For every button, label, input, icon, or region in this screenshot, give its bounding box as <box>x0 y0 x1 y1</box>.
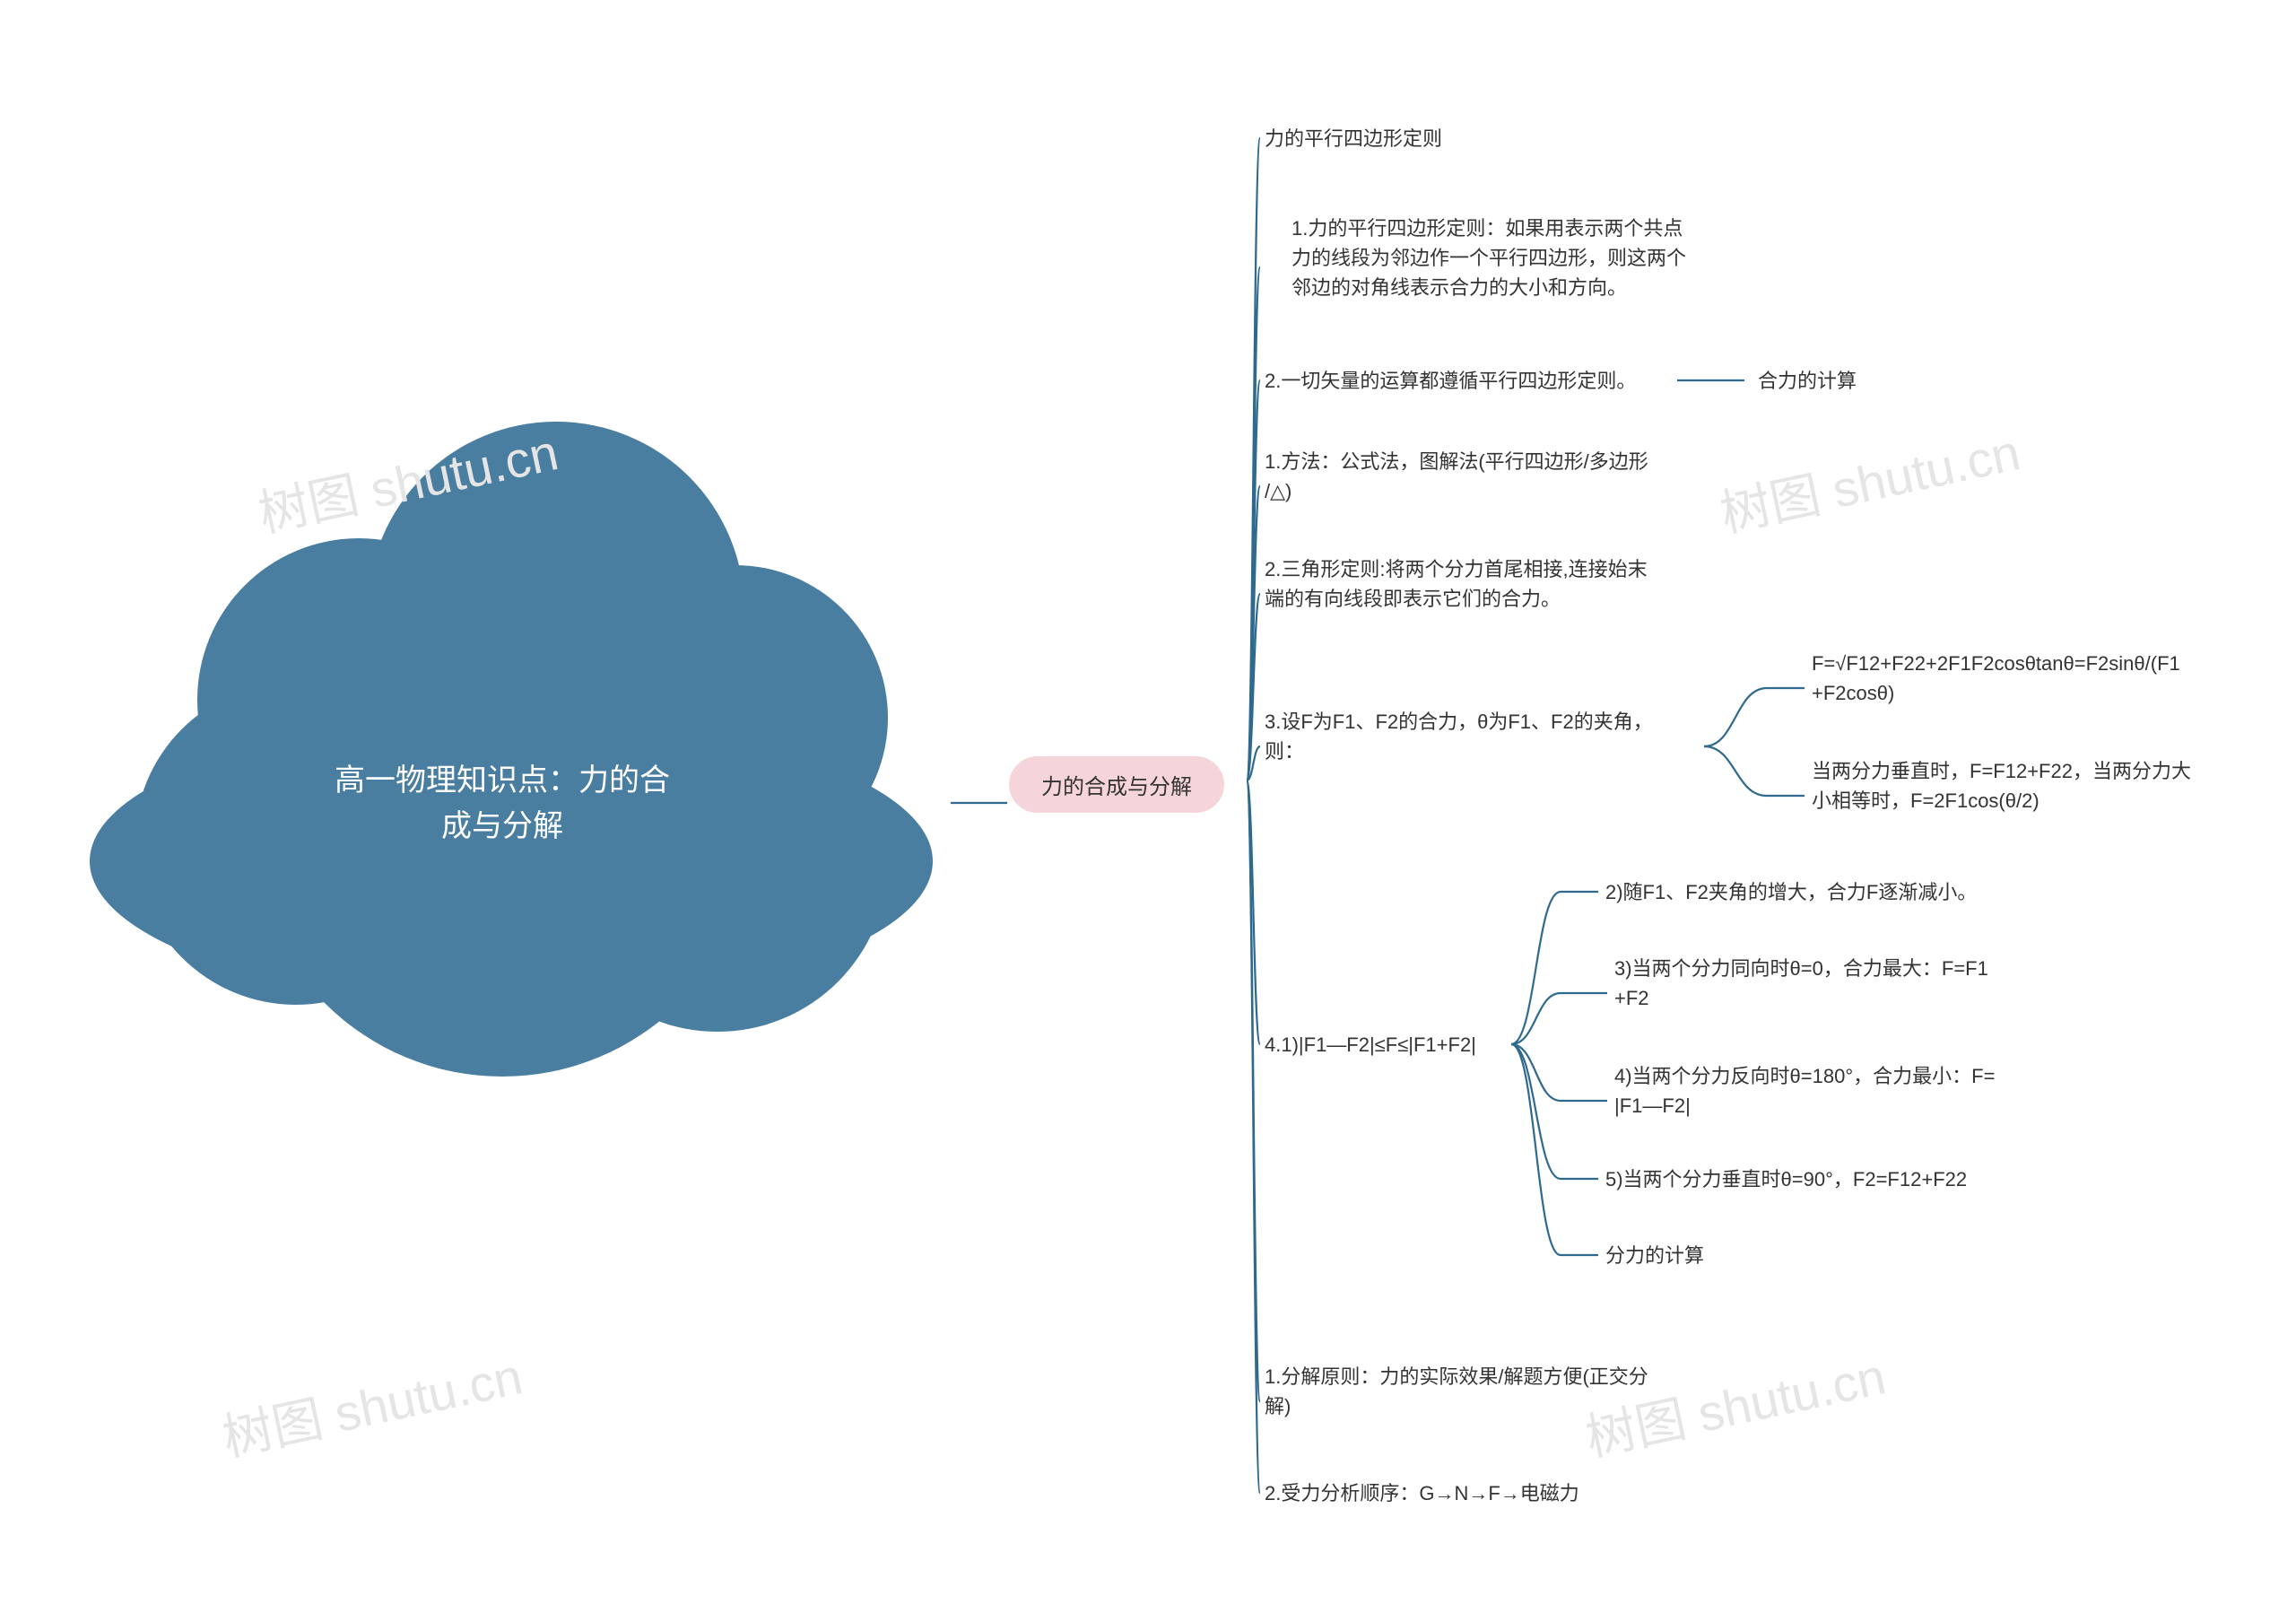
watermark-2: 树图 shutu.cn <box>215 1336 528 1470</box>
branch-b6-child-0[interactable]: F=√F12+F22+2F1F2cosθtanθ=F2sinθ/(F1+F2co… <box>1812 649 2180 708</box>
center-node[interactable]: 力的合成与分解 <box>1009 756 1224 813</box>
watermark-0: 树图 shutu.cn <box>251 412 564 546</box>
root-node: 高一物理知识点：力的合成与分解 <box>305 758 700 850</box>
branch-b3[interactable]: 2.一切矢量的运算都遵循平行四边形定则。 <box>1265 366 1636 396</box>
branch-b7-child-3[interactable]: 5)当两个分力垂直时θ=90°，F2=F12+F22 <box>1605 1164 1967 1194</box>
branch-b7-child-0[interactable]: 2)随F1、F2夹角的增大，合力F逐渐减小。 <box>1605 877 1977 907</box>
branch-b5[interactable]: 2.三角形定则:将两个分力首尾相接,连接始末端的有向线段即表示它们的合力。 <box>1265 554 1648 614</box>
branch-b6-child-1[interactable]: 当两分力垂直时，F=F12+F22，当两分力大小相等时，F=2F1cos(θ/2… <box>1812 756 2191 815</box>
watermark-1: 树图 shutu.cn <box>1713 412 2026 546</box>
branch-b2[interactable]: 1.力的平行四边形定则：如果用表示两个共点力的线段为邻边作一个平行四边形，则这两… <box>1292 214 1686 302</box>
branch-b9[interactable]: 2.受力分析顺序：G→N→F→电磁力 <box>1265 1478 1579 1508</box>
branch-b3-link[interactable]: 合力的计算 <box>1758 366 1857 396</box>
branch-b4[interactable]: 1.方法：公式法，图解法(平行四边形/多边形/△) <box>1265 447 1648 506</box>
center-node-label: 力的合成与分解 <box>1041 775 1192 799</box>
branch-b6[interactable]: 3.设F为F1、F2的合力，θ为F1、F2的夹角，则： <box>1265 707 1653 766</box>
root-line1: 高一物理知识点：力的合 <box>305 758 700 804</box>
branch-b7[interactable]: 4.1)|F1—F2|≤F≤|F1+F2| <box>1265 1030 1476 1060</box>
branch-b8[interactable]: 1.分解原则：力的实际效果/解题方便(正交分解) <box>1265 1362 1648 1421</box>
branch-b7-child-2[interactable]: 4)当两个分力反向时θ=180°，合力最小：F=|F1—F2| <box>1614 1061 1995 1121</box>
branch-b7-child-1[interactable]: 3)当两个分力同向时θ=0，合力最大：F=F1+F2 <box>1614 954 1988 1013</box>
root-line2: 成与分解 <box>305 804 700 850</box>
branch-b7-child-4[interactable]: 分力的计算 <box>1605 1241 1704 1270</box>
branch-b1[interactable]: 力的平行四边形定则 <box>1265 124 1442 153</box>
